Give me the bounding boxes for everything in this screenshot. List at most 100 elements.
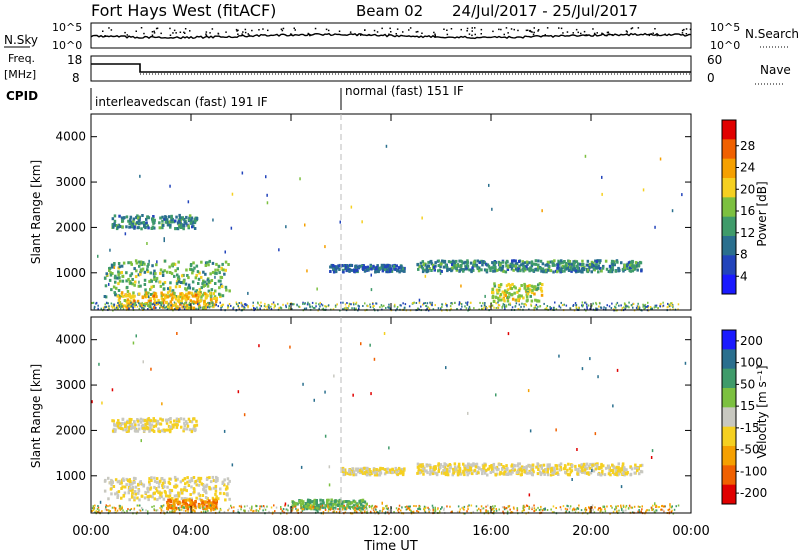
velocity-echo-cell	[551, 469, 554, 473]
power-echo-cell	[118, 279, 122, 283]
noise-panel	[90, 22, 692, 49]
power-ground-cell	[650, 307, 652, 310]
velocity-echo-cell	[125, 483, 128, 487]
power-echo-cell	[126, 285, 129, 289]
velocity-echo-cell	[448, 469, 451, 473]
velocity-ground-cell	[119, 506, 121, 509]
power-echo-cell	[494, 260, 498, 264]
power-sparse-cell	[461, 261, 463, 265]
power-ground-cell	[228, 303, 231, 305]
power-ground-cell	[103, 308, 105, 311]
power-ground-cell	[128, 307, 130, 310]
power-echo-cell	[219, 275, 222, 279]
velocity-ground-cell	[202, 510, 205, 513]
velocity-ground-cell	[467, 505, 469, 508]
power-echo-cell	[575, 260, 579, 264]
velocity-ground-cell	[162, 504, 165, 507]
power-ground-cell	[530, 303, 532, 306]
power-echo-cell	[175, 306, 179, 310]
power-echo-cell	[389, 267, 392, 271]
velocity-echo-cell	[151, 419, 154, 423]
velocity-echo-cell	[540, 466, 543, 470]
power-echo-cell	[501, 260, 504, 264]
power-echo-cell	[173, 295, 177, 299]
velocity-echo-cell	[114, 429, 117, 433]
nsearch-point	[140, 27, 143, 29]
power-echo-cell	[177, 280, 180, 284]
power-ground-cell	[666, 306, 669, 309]
power-ground-cell	[445, 302, 447, 305]
power-ground-cell	[174, 307, 176, 310]
velocity-ground-cell	[233, 506, 235, 509]
velocity-echo-cell	[559, 462, 563, 466]
velocity-echo-cell	[115, 424, 118, 428]
power-echo-cell	[345, 265, 348, 269]
power-echo-cell	[590, 260, 594, 264]
power-echo-cell	[551, 260, 554, 264]
velocity-ground-cell	[407, 507, 409, 510]
power-echo-cell	[512, 268, 515, 272]
velocity-echo-cell	[393, 470, 396, 474]
velocity-ground-cell	[427, 506, 429, 509]
velocity-echo-cell	[223, 483, 226, 487]
power-ground-cell	[351, 307, 353, 310]
velocity-ground-cell	[645, 510, 647, 513]
velocity-echo-cell	[527, 463, 530, 467]
velocity-echo-cell	[568, 467, 572, 471]
velocity-sparse-cell	[383, 332, 386, 335]
power-echo-cell	[126, 290, 130, 293]
velocity-sparse-cell	[150, 367, 152, 371]
velocity-echo-cell	[131, 426, 134, 429]
power-ground-cell	[130, 305, 132, 308]
velocity-ground-cell	[302, 508, 305, 511]
velocity-echo-cell	[466, 466, 470, 469]
power-ground-cell	[446, 305, 448, 308]
velocity-ground-cell	[625, 504, 628, 507]
velocity-ground-cell	[623, 509, 625, 512]
velocity-ground-cell	[218, 510, 221, 512]
velocity-ground-cell	[358, 508, 361, 511]
velocity-echo-cell	[138, 427, 141, 431]
velocity-echo-cell	[146, 487, 149, 491]
power-echo-cell	[130, 224, 134, 228]
velocity-echo-cell	[128, 421, 131, 424]
velocity-ground-cell	[312, 507, 315, 510]
velocity-ground-cell	[508, 505, 510, 508]
power-echo-cell	[141, 267, 145, 271]
power-colorbar-swatch	[722, 236, 736, 256]
power-ground-cell	[144, 303, 147, 306]
velocity-echo-cell	[429, 468, 432, 472]
velocity-colorbar-swatch	[722, 388, 736, 408]
velocity-ground-cell	[97, 506, 100, 509]
power-echo-cell	[573, 267, 577, 271]
velocity-sparse-cell	[597, 375, 599, 379]
power-echo-cell	[361, 266, 365, 269]
power-echo-cell	[564, 262, 568, 265]
power-ground-cell	[417, 307, 419, 310]
power-ground-cell	[165, 305, 167, 308]
power-echo-cell	[143, 224, 146, 228]
velocity-echo-cell	[112, 427, 116, 431]
power-echo-cell	[376, 264, 379, 268]
velocity-echo-cell	[359, 471, 362, 475]
power-echo-cell	[549, 269, 553, 273]
power-echo-cell	[148, 305, 151, 309]
power-sparse-cell	[584, 154, 587, 158]
velocity-echo-cell	[361, 498, 365, 502]
power-ground-cell	[585, 301, 587, 304]
nsearch-point	[294, 29, 296, 31]
velocity-ground-cell	[315, 509, 317, 512]
velocity-echo-cell	[501, 467, 504, 471]
power-echo-cell	[595, 265, 598, 269]
power-ground-cell	[212, 303, 214, 306]
velocity-ground-cell	[555, 507, 557, 509]
velocity-echo-cell	[154, 487, 158, 490]
power-echo-cell	[586, 270, 590, 274]
velocity-echo-cell	[467, 469, 471, 472]
power-echo-cell	[596, 266, 600, 270]
power-echo-cell	[567, 266, 570, 270]
power-echo-cell	[172, 304, 175, 307]
power-echo-cell	[150, 285, 153, 289]
velocity-echo-cell	[537, 468, 540, 471]
power-ground-cell	[509, 303, 512, 306]
